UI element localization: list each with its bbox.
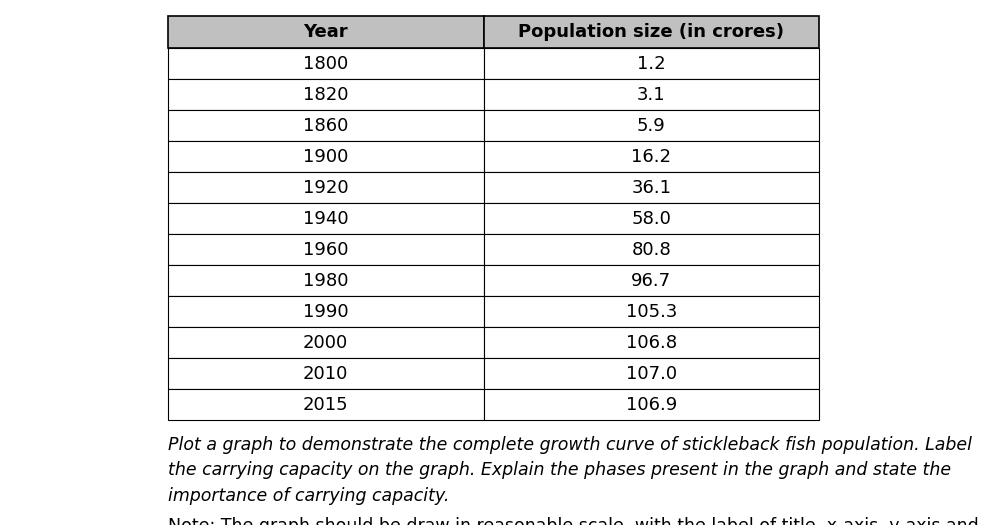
Text: 5.9: 5.9 [636, 117, 666, 135]
Text: 107.0: 107.0 [625, 364, 676, 383]
Text: 96.7: 96.7 [631, 271, 670, 290]
Text: Note: The graph should be draw in reasonable scale, with the label of title, x-a: Note: The graph should be draw in reason… [168, 517, 977, 525]
Text: 2000: 2000 [303, 333, 348, 352]
Text: 1960: 1960 [303, 240, 348, 259]
Text: 1.2: 1.2 [636, 55, 666, 73]
Text: 1820: 1820 [303, 86, 348, 104]
Text: 2010: 2010 [303, 364, 348, 383]
Text: 106.8: 106.8 [625, 333, 676, 352]
Text: 1940: 1940 [303, 209, 348, 228]
Text: 106.9: 106.9 [625, 395, 676, 414]
Text: 1860: 1860 [303, 117, 348, 135]
Text: 36.1: 36.1 [631, 178, 670, 197]
Text: Year: Year [303, 23, 348, 41]
Text: 1800: 1800 [303, 55, 348, 73]
Text: Plot a graph to demonstrate the complete growth curve of stickleback fish popula: Plot a graph to demonstrate the complete… [168, 436, 971, 505]
Text: 80.8: 80.8 [631, 240, 670, 259]
Text: 1990: 1990 [303, 302, 348, 321]
Text: 1980: 1980 [303, 271, 348, 290]
Text: 16.2: 16.2 [631, 148, 670, 166]
Text: 3.1: 3.1 [636, 86, 666, 104]
Text: 2015: 2015 [303, 395, 348, 414]
Text: Population size (in crores): Population size (in crores) [518, 23, 784, 41]
Text: 1900: 1900 [303, 148, 348, 166]
Text: 58.0: 58.0 [631, 209, 670, 228]
Text: 1920: 1920 [303, 178, 348, 197]
Text: 105.3: 105.3 [625, 302, 676, 321]
